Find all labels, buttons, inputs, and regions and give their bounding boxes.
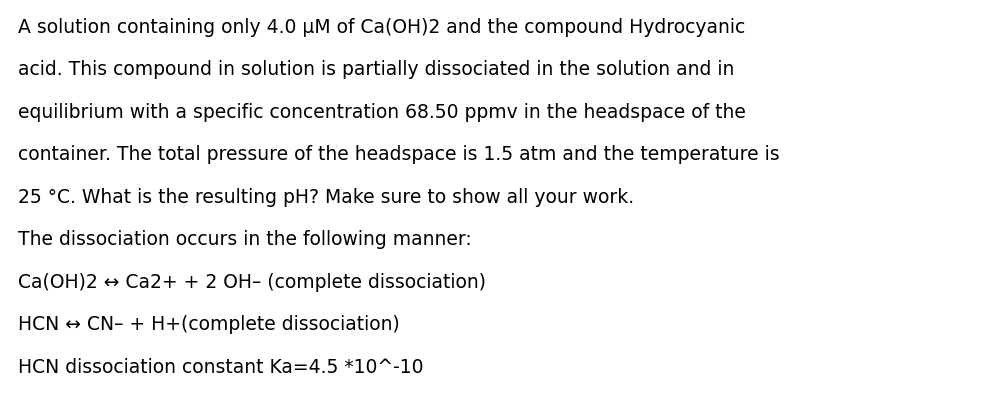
Text: equilibrium with a specific concentration 68.50 ppmv in the headspace of the: equilibrium with a specific concentratio…	[18, 103, 746, 122]
Text: A solution containing only 4.0 μM of Ca(OH)2 and the compound Hydrocyanic: A solution containing only 4.0 μM of Ca(…	[18, 18, 746, 37]
Text: 25 °C. What is the resulting pH? Make sure to show all your work.: 25 °C. What is the resulting pH? Make su…	[18, 188, 634, 207]
Text: acid. This compound in solution is partially dissociated in the solution and in: acid. This compound in solution is parti…	[18, 60, 735, 79]
Text: The dissociation occurs in the following manner:: The dissociation occurs in the following…	[18, 230, 471, 249]
Text: Ca(OH)2 ↔ Ca2+ + 2 OH– (complete dissociation): Ca(OH)2 ↔ Ca2+ + 2 OH– (complete dissoci…	[18, 273, 486, 292]
Text: HCN ↔ CN– + H+(complete dissociation): HCN ↔ CN– + H+(complete dissociation)	[18, 315, 400, 334]
Text: HCN dissociation constant Ka=4.5 *10^-10: HCN dissociation constant Ka=4.5 *10^-10	[18, 358, 423, 377]
Text: container. The total pressure of the headspace is 1.5 atm and the temperature is: container. The total pressure of the hea…	[18, 145, 780, 164]
